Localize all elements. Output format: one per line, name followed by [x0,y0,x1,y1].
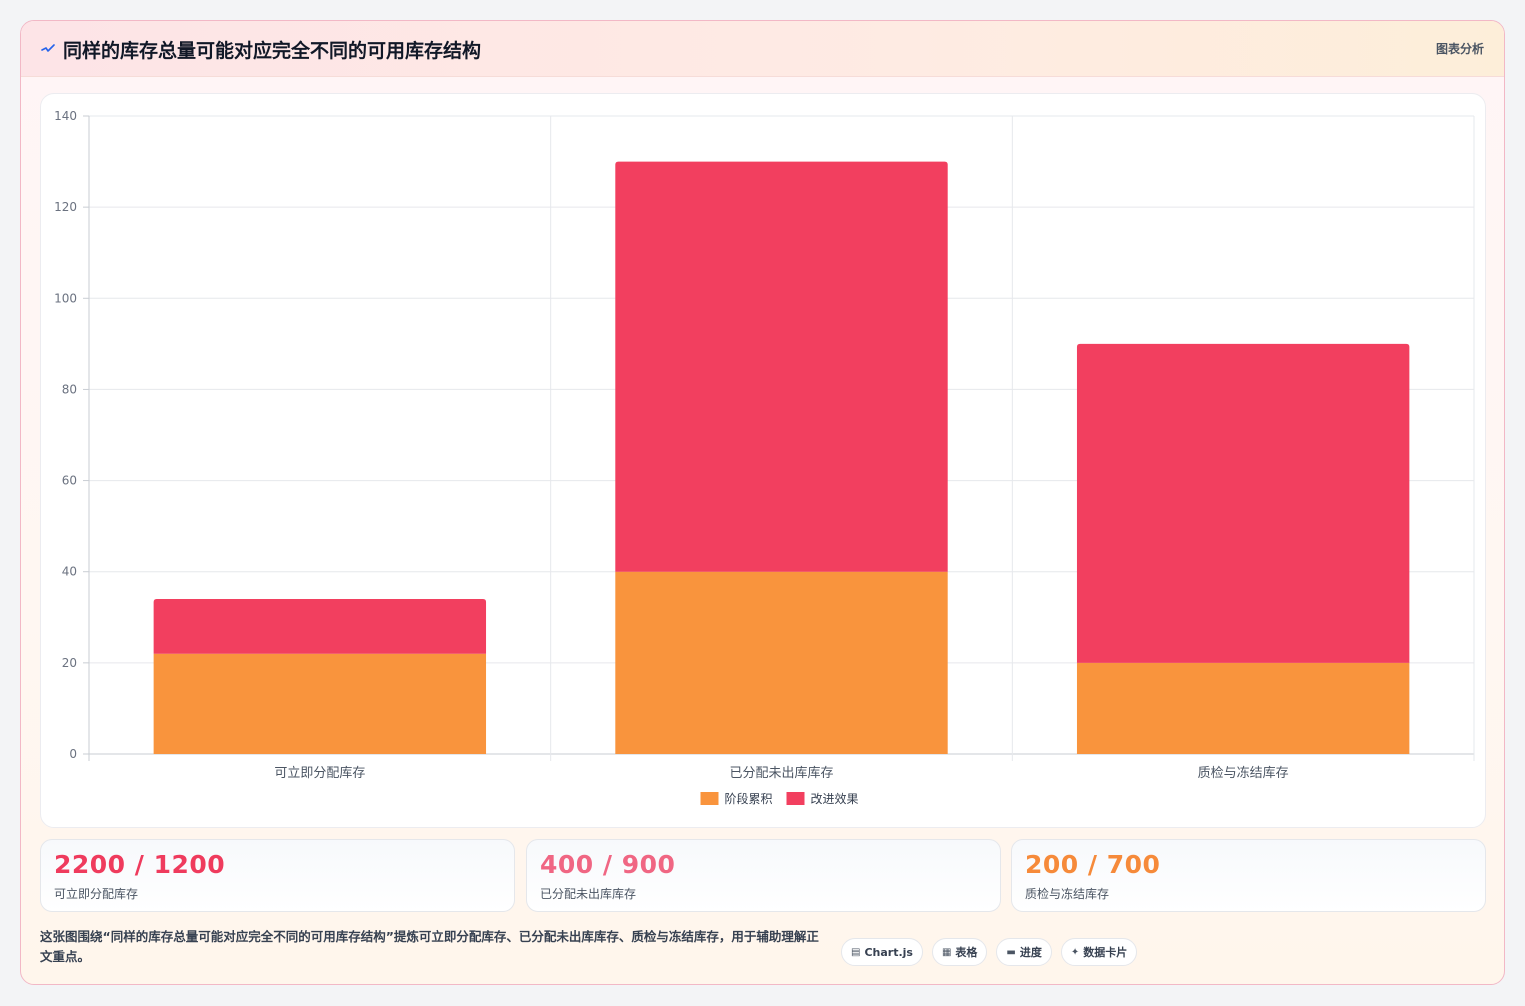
y-tick-label: 20 [62,656,77,670]
y-tick-label: 120 [54,200,77,214]
y-tick-label: 0 [69,747,77,761]
stat-label: 已分配未出库库存 [540,887,637,901]
chip-table[interactable]: ▦ 表格 [931,938,988,966]
stat-card-3: 200 / 700 质检与冻结库存 [1011,839,1486,912]
stat-label: 可立即分配库存 [54,887,139,901]
chart-card: 同样的库存总量可能对应完全不同的可用库存结构 图表分析 0 20 40 60 80 100… [20,20,1505,985]
y-tick-label: 80 [62,382,77,396]
progress-icon: ▬ [1006,946,1016,958]
bar-2-1 [153,599,487,654]
stat-card-2: 400 / 900 已分配未出库库存 [526,839,1001,912]
y-tick-label: 140 [54,109,77,123]
stat-value: 200 / 700 [1025,850,1161,879]
chart-icon: ▤ [851,946,861,958]
chip-label: 进度 [1019,946,1042,959]
x-tick-label: 质检与冻结库存 [1198,765,1289,781]
y-tick-label: 60 [62,474,77,488]
bar-1-2 [615,571,948,754]
chart-panel: 0 20 40 60 80 100 120 140 可立即分配库存 已分配未出库库存 质检与冻结库存… [40,93,1486,828]
chart-caption: 这张图围绕“同样的库存总量可能对应完全不同的可用库存结构”提炼可立即分配库存、已… [40,929,819,964]
card-header: 同样的库存总量可能对应完全不同的可用库存结构 图表分析 [21,21,1504,77]
stat-value: 400 / 900 [540,850,676,879]
page-title: 同样的库存总量可能对应完全不同的可用库存结构 [63,40,482,62]
stat-label: 质检与冻结库存 [1025,887,1110,901]
chip-data-card[interactable]: ✦ 数据卡片 [1060,938,1138,966]
bar-1-3 [1076,662,1410,754]
bar-1-1 [153,653,487,754]
stat-value: 2200 / 1200 [54,850,226,879]
chip-label: 表格 [955,946,978,959]
stat-card-1: 2200 / 1200 可立即分配库存 [40,839,515,912]
chip-label: Chart.js [864,945,913,959]
legend-swatch [700,792,719,805]
pulse-line-icon [41,44,55,52]
tech-chips: ▤ Chart.js ▦ 表格 ▬ 进度 ✦ 数据卡片 [841,938,1138,966]
bar-2-3 [1076,343,1410,663]
sparkle-icon: ✦ [1070,946,1080,958]
stacked-bar-chart: 0 20 40 60 80 100 120 140 可立即分配库存 已分配未出库库存 质检与冻结库存… [54,109,1475,806]
table-icon: ▦ [941,946,952,958]
chip-label: 数据卡片 [1083,946,1128,959]
legend-swatch [786,792,805,805]
legend-label: 阶段累积 [725,791,773,806]
y-tick-label: 40 [62,565,77,579]
x-tick-label: 可立即分配库存 [274,765,365,781]
x-tick-label: 已分配未出库库存 [729,765,833,781]
legend-label: 改进效果 [811,791,859,806]
header-tag: 图表分析 [1435,42,1484,56]
chip-progress[interactable]: ▬ 进度 [996,938,1052,966]
bar-2-2 [615,161,948,572]
chip-chartjs[interactable]: ▤ Chart.js [841,938,923,966]
y-tick-label: 100 [54,291,77,305]
